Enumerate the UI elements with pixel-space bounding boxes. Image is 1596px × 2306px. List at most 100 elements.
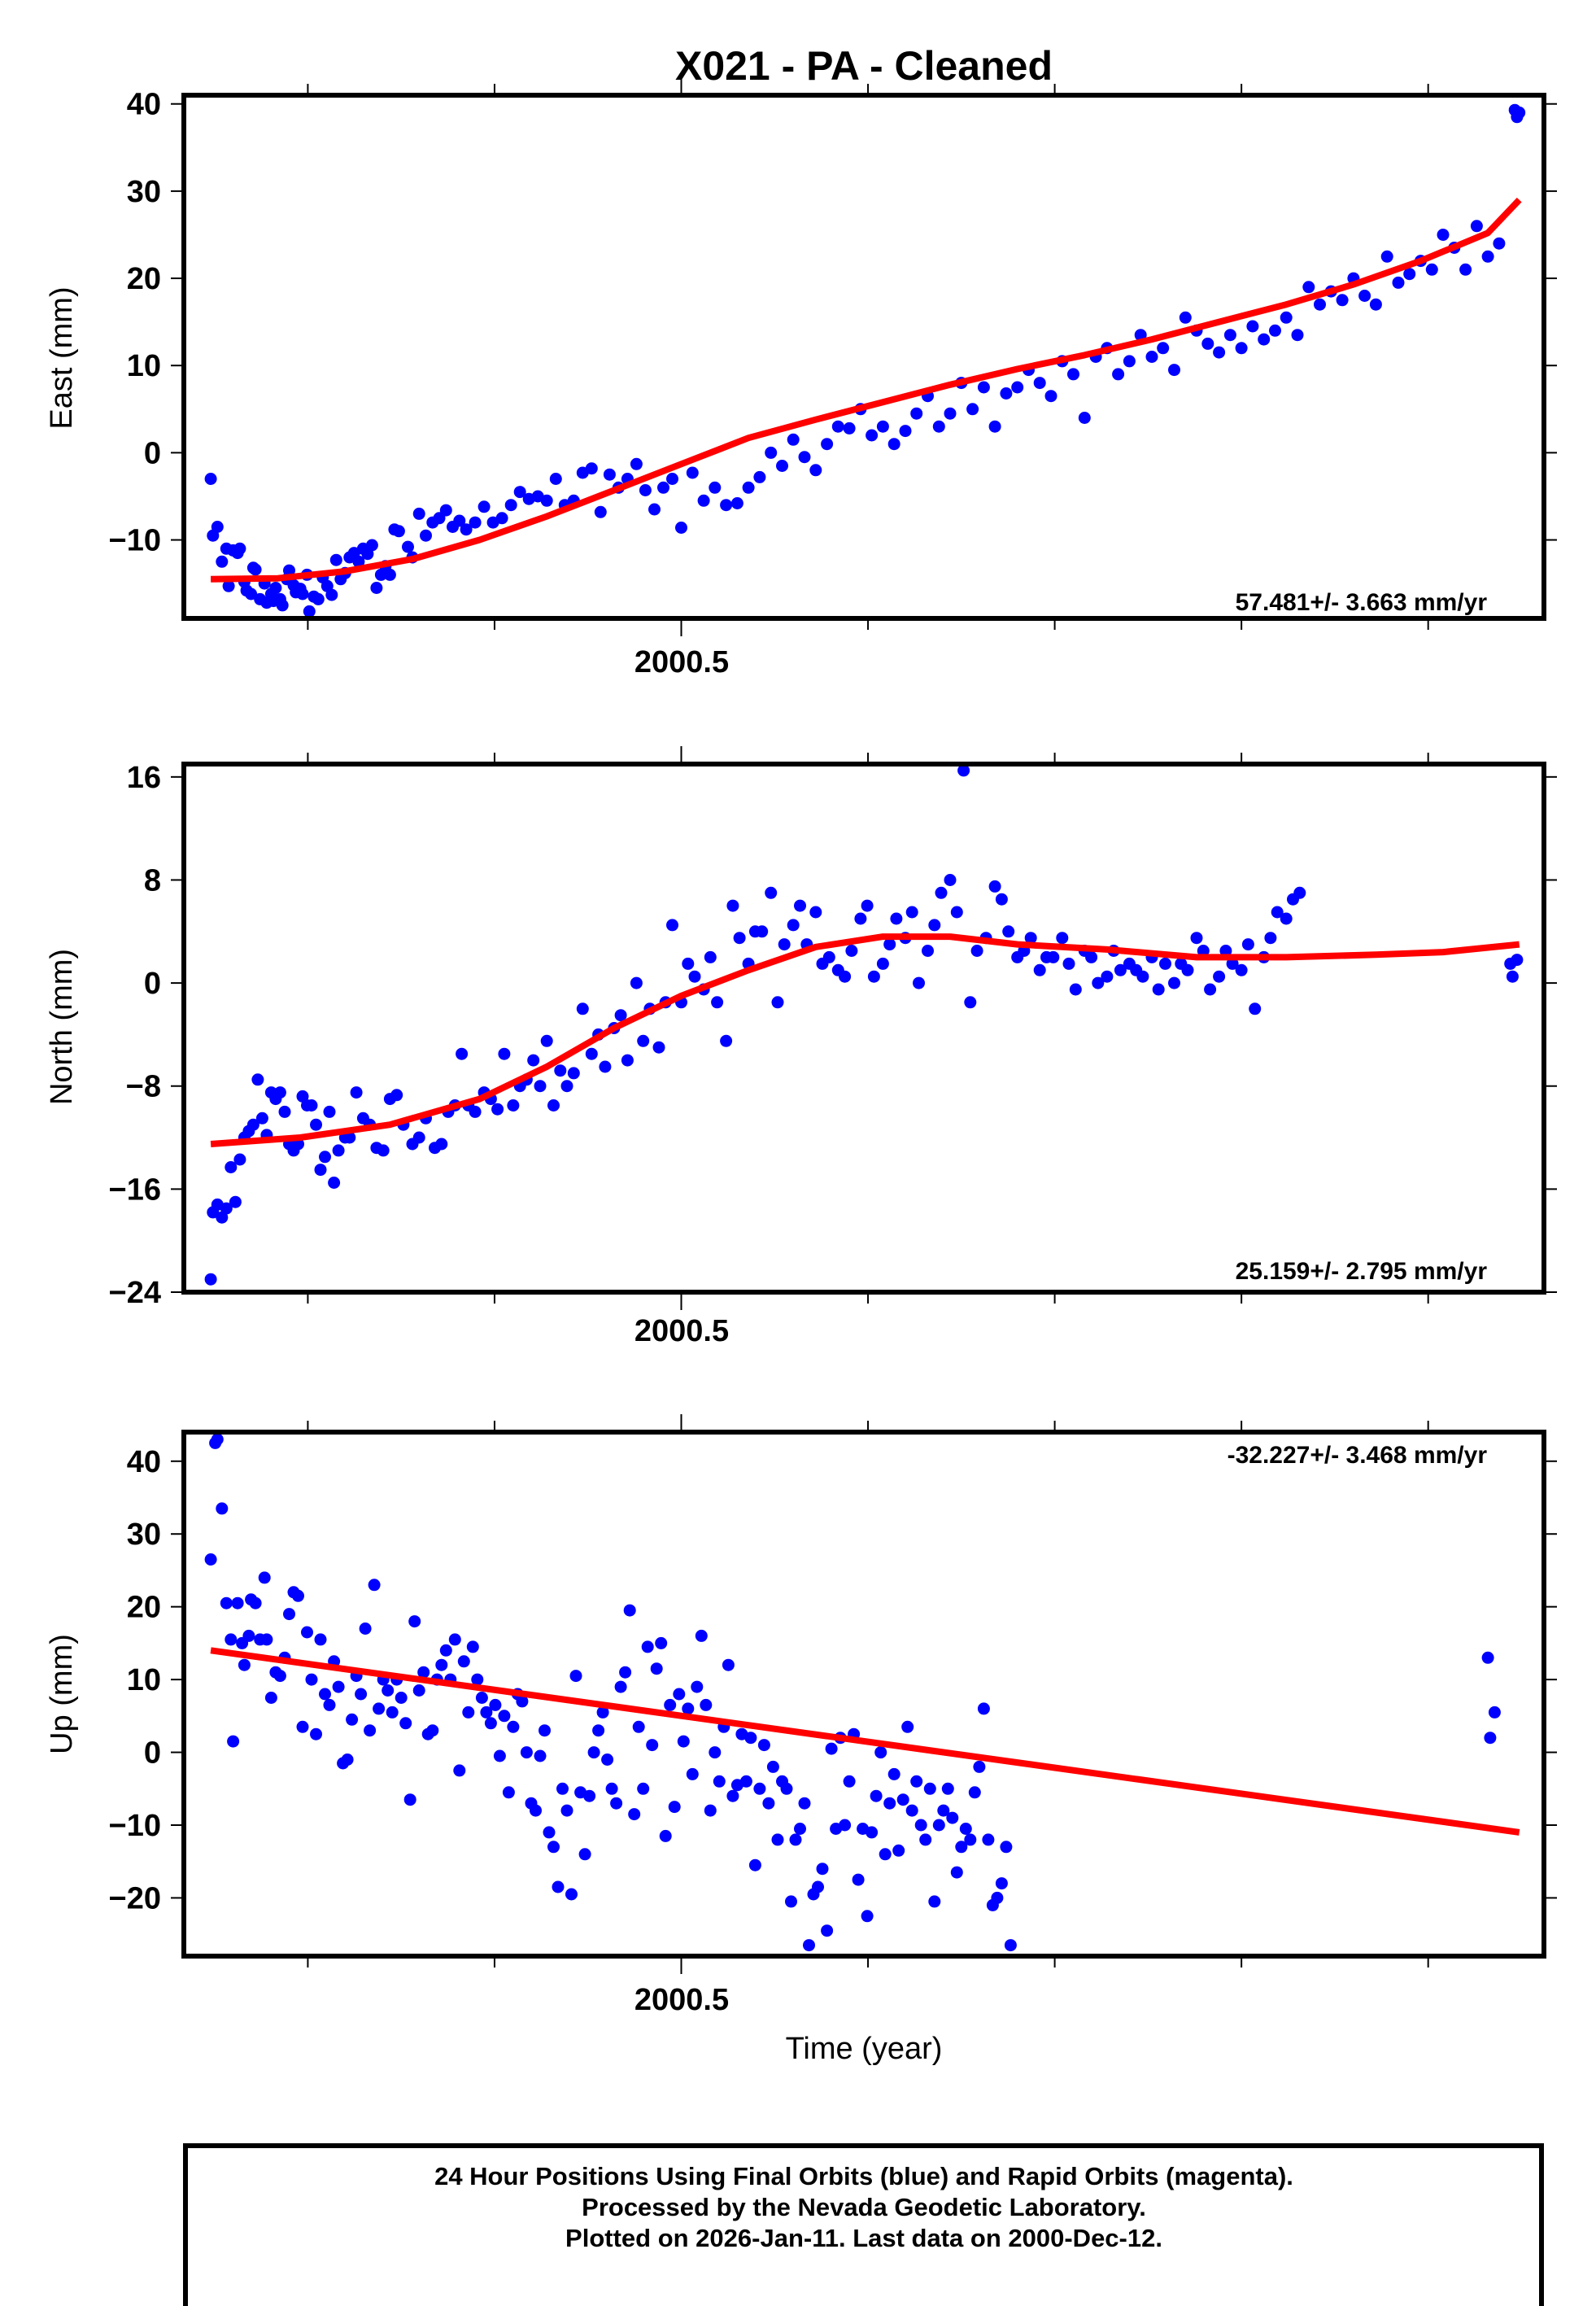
up-data-point [1000,1841,1013,1854]
up-data-point [587,1746,600,1759]
north-data-point [1033,963,1046,976]
north-x-tick-label: 2000.5 [634,1314,729,1348]
east-data-point [420,529,432,542]
north-axis-label: North (mm) [45,949,79,1105]
up-data-point [1488,1705,1501,1719]
up-data-point [242,1629,255,1642]
north-data-point [1280,912,1293,925]
east-model-fit-line [211,197,1522,583]
north-data-point [1204,983,1217,996]
north-data-point [1506,970,1519,983]
north-data-point [1024,932,1037,945]
east-data-point [720,499,733,512]
north-data-point [794,899,806,912]
north-data-point [704,950,717,963]
up-model-fit-line [210,1647,1520,1836]
north-data-point [498,1047,511,1060]
north-data-point [576,1002,589,1015]
east-data-point [1011,381,1024,394]
north-data-point [585,1047,598,1060]
up-data-point [382,1684,395,1697]
east-y-tick-label: −10 [109,524,161,558]
east-data-point [594,505,607,518]
east-data-point [204,473,217,485]
north-data-point [756,925,769,938]
north-data-point [278,1105,291,1118]
east-data-point [329,553,342,566]
north-data-point [867,970,880,983]
up-data-point [722,1658,735,1671]
east-data-point [821,438,834,451]
up-data-point [757,1739,770,1752]
up-data-point [471,1673,484,1686]
east-data-point [876,420,889,433]
up-data-point [417,1666,430,1679]
up-data-point [646,1739,659,1752]
up-data-point [534,1749,547,1762]
north-data-point [778,938,791,951]
east-data-point [1201,337,1214,350]
north-y-tick-label: −16 [109,1173,161,1207]
up-data-point [896,1793,909,1806]
up-data-point [664,1698,677,1711]
north-data-point [534,1080,547,1093]
east-data-point [412,507,425,520]
up-data-point [887,1767,900,1780]
up-data-point [950,1866,963,1879]
up-y-tick-label: 0 [144,1736,161,1771]
up-x-tick-label: 2000.5 [634,1983,729,2017]
up-data-point [547,1841,560,1854]
north-data-point [854,912,867,925]
up-data-point [812,1880,824,1893]
up-data-point [686,1767,699,1780]
up-data-point [682,1702,695,1715]
north-data-point [507,1099,520,1112]
north-data-point [614,1009,627,1022]
east-data-point [370,582,383,594]
up-data-point [364,1724,377,1737]
north-data-point [1219,945,1232,957]
north-data-point [1181,963,1194,976]
up-data-point [498,1710,511,1723]
east-data-point [1269,324,1281,337]
up-data-point [713,1775,726,1788]
up-data-point [264,1692,277,1704]
up-data-point [739,1775,752,1788]
north-data-point [944,874,957,886]
north-data-point [1511,954,1524,967]
east-data-point [1168,364,1180,377]
east-data-point [1392,276,1405,289]
east-data-point [1223,329,1236,342]
north-data-point [273,1086,286,1099]
up-data-point [973,1760,986,1773]
up-data-point [231,1596,244,1609]
north-data-point [323,1105,336,1118]
north-data-point [922,945,934,957]
north-data-point [310,1118,322,1131]
up-data-point [883,1797,896,1810]
north-data-point [233,1153,246,1166]
up-data-point [955,1841,968,1854]
up-data-point [204,1553,217,1566]
up-data-point [475,1692,488,1704]
up-data-point [803,1939,815,1952]
east-data-point [603,468,616,481]
up-data-point [919,1833,932,1846]
north-data-point [1197,945,1210,957]
up-data-point [386,1705,399,1719]
up-data-point [821,1924,834,1937]
up-data-point [260,1633,273,1646]
up-data-point [650,1662,663,1675]
footer-line-1: 24 Hour Positions Using Final Orbits (bl… [434,2162,1293,2190]
east-data-point [233,542,246,555]
north-data-point [621,1054,634,1067]
north-data-point [913,976,925,989]
east-x-tick-label: 2000.5 [634,645,729,679]
up-data-point [780,1782,793,1795]
north-model-fit-line [210,933,1520,1147]
up-data-point [753,1782,766,1795]
north-data-point [456,1047,469,1060]
north-data-point [988,880,1001,893]
north-data-point [1056,932,1069,945]
north-data-point [1190,932,1203,945]
